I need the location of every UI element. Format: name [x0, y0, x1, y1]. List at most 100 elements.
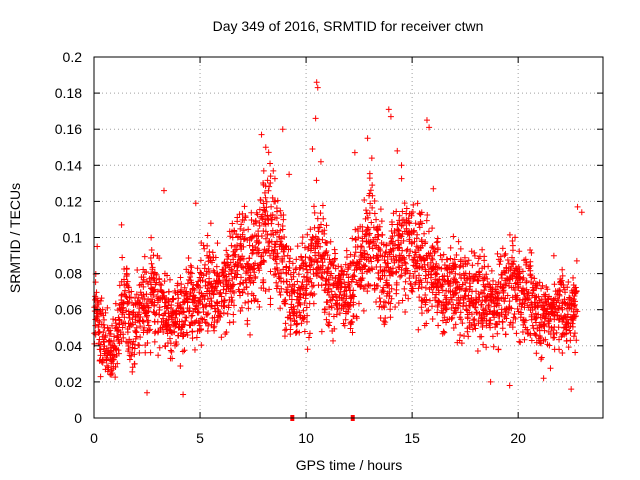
data-point	[229, 282, 236, 289]
data-point	[456, 271, 463, 278]
data-point	[294, 278, 301, 285]
data-point	[355, 234, 362, 241]
data-point	[251, 297, 258, 304]
data-point	[450, 275, 457, 282]
data-point	[92, 322, 99, 329]
data-point	[232, 246, 239, 253]
data-point	[385, 106, 392, 113]
data-point	[250, 249, 257, 256]
data-point	[369, 182, 376, 189]
data-point	[183, 329, 190, 336]
data-point	[400, 237, 407, 244]
data-point	[532, 303, 539, 310]
data-point	[434, 235, 441, 242]
data-point	[502, 282, 509, 289]
data-point	[169, 295, 176, 302]
data-point	[516, 248, 523, 255]
data-point	[471, 321, 478, 328]
data-point	[191, 346, 198, 353]
data-point	[519, 300, 526, 307]
data-point	[570, 333, 577, 340]
data-point	[307, 256, 314, 263]
data-point	[440, 276, 447, 283]
data-point	[287, 315, 294, 322]
data-point	[460, 299, 467, 306]
data-point	[524, 326, 531, 333]
data-point	[125, 348, 132, 355]
data-point	[123, 307, 130, 314]
data-point	[426, 124, 433, 131]
data-point	[512, 280, 519, 287]
data-point	[429, 256, 436, 263]
data-point	[237, 242, 244, 249]
data-point	[247, 234, 254, 241]
data-point	[559, 350, 566, 357]
data-point	[210, 324, 217, 331]
data-points	[91, 79, 585, 398]
data-point	[308, 290, 315, 297]
data-point	[218, 334, 225, 341]
data-point	[197, 300, 204, 307]
data-point	[392, 253, 399, 260]
data-point	[206, 275, 213, 282]
data-point	[130, 309, 137, 316]
data-point	[355, 300, 362, 307]
data-point	[351, 253, 358, 260]
data-point	[108, 371, 115, 378]
data-point	[441, 329, 448, 336]
data-point	[558, 333, 565, 340]
data-point	[564, 284, 571, 291]
data-point	[121, 276, 128, 283]
data-point	[342, 316, 349, 323]
data-point	[222, 290, 229, 297]
data-point	[420, 257, 427, 264]
data-point	[490, 343, 497, 350]
data-point	[187, 262, 194, 269]
data-point	[160, 321, 167, 328]
data-point	[168, 305, 175, 312]
data-point	[148, 246, 155, 253]
data-point	[441, 272, 448, 279]
data-point	[397, 273, 404, 280]
data-point	[153, 271, 160, 278]
data-point	[411, 238, 418, 245]
data-point	[467, 283, 474, 290]
data-point	[290, 269, 297, 276]
data-point	[188, 264, 195, 271]
data-point	[447, 255, 454, 262]
data-point	[214, 240, 221, 247]
data-point	[115, 347, 122, 354]
data-point	[280, 216, 287, 223]
data-point	[552, 306, 559, 313]
data-point	[286, 255, 293, 262]
data-point	[323, 240, 330, 247]
data-point	[119, 254, 126, 261]
data-point	[173, 321, 180, 328]
data-point	[160, 187, 167, 194]
data-point	[394, 226, 401, 233]
data-point	[416, 221, 423, 228]
data-point	[567, 295, 574, 302]
data-point	[241, 235, 248, 242]
data-point	[269, 194, 276, 201]
data-point	[246, 255, 253, 262]
data-point	[303, 281, 310, 288]
data-point	[398, 266, 405, 273]
data-point	[318, 274, 325, 281]
data-point	[149, 264, 156, 271]
data-point	[206, 248, 213, 255]
data-point	[325, 276, 332, 283]
data-point	[550, 327, 557, 334]
data-point	[452, 305, 459, 312]
data-point	[202, 319, 209, 326]
data-point	[265, 220, 272, 227]
data-point	[434, 244, 441, 251]
data-point	[381, 267, 388, 274]
data-point	[189, 312, 196, 319]
data-point	[403, 205, 410, 212]
data-point	[139, 318, 146, 325]
data-point	[244, 317, 251, 324]
data-point	[217, 310, 224, 317]
data-point	[248, 209, 255, 216]
data-point	[411, 268, 418, 275]
